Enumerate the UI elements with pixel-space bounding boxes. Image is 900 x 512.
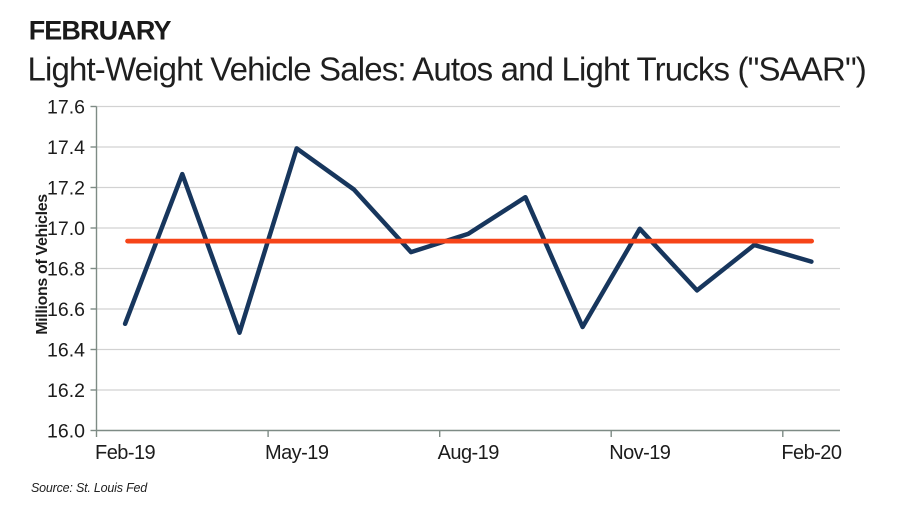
svg-text:Millions of Vehicles: Millions of Vehicles xyxy=(34,194,51,335)
svg-text:FEBRUARY: FEBRUARY xyxy=(29,15,172,45)
svg-text:17.2: 17.2 xyxy=(47,178,85,200)
svg-text:May-19: May-19 xyxy=(265,442,329,464)
svg-text:17.4: 17.4 xyxy=(47,137,85,159)
svg-text:16.0: 16.0 xyxy=(47,421,85,443)
svg-text:16.2: 16.2 xyxy=(47,380,85,402)
svg-text:Light-Weight Vehicle Sales: Au: Light-Weight Vehicle Sales: Autos and Li… xyxy=(28,50,866,87)
svg-text:Nov-19: Nov-19 xyxy=(609,442,671,464)
svg-text:Feb-19: Feb-19 xyxy=(95,442,155,464)
svg-text:Aug-19: Aug-19 xyxy=(438,442,500,464)
svg-text:16.6: 16.6 xyxy=(47,299,85,321)
svg-text:17.6: 17.6 xyxy=(47,97,85,119)
svg-text:16.4: 16.4 xyxy=(47,340,85,362)
svg-text:17.0: 17.0 xyxy=(47,218,85,240)
svg-text:Source: St. Louis Fed: Source: St. Louis Fed xyxy=(31,481,148,495)
svg-text:16.8: 16.8 xyxy=(47,259,85,281)
svg-text:Feb-20: Feb-20 xyxy=(781,442,841,464)
